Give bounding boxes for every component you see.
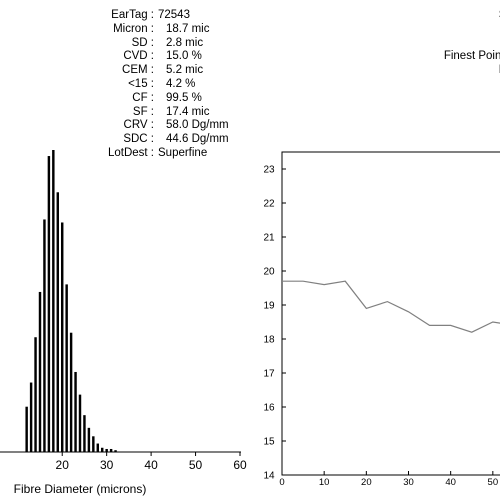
histogram-bar xyxy=(25,406,28,452)
y-tick-label: 23 xyxy=(263,165,275,176)
x-tick-label: 50 xyxy=(189,458,203,472)
stat-row: EarTag : 72543 xyxy=(60,9,300,23)
y-tick-label: 20 xyxy=(263,267,275,278)
stat-value: 4.2 % xyxy=(166,77,196,90)
y-tick-label: 14 xyxy=(263,471,275,482)
histogram-bar xyxy=(109,448,113,452)
x-tick-label: 30 xyxy=(100,458,114,472)
histogram-bar xyxy=(56,192,59,452)
stat-value: 17.4 mic xyxy=(166,105,210,118)
histogram-bar xyxy=(101,447,104,452)
histogram-bar xyxy=(69,332,73,452)
stat-row: CVD : 15.0 % xyxy=(60,50,300,64)
diameter-series-line xyxy=(282,280,500,333)
stat-value: 15.0 % xyxy=(166,50,202,63)
stat-value: 72543 xyxy=(158,9,190,21)
stat-label: SD : xyxy=(131,36,154,49)
histogram-bar xyxy=(61,222,64,452)
y-tick-label: 17 xyxy=(263,369,275,380)
y-tick-label: 15 xyxy=(263,437,275,448)
staple-stat-label: Fibre xyxy=(370,64,500,78)
stat-label: LotDest : xyxy=(107,146,154,159)
staple-stat-label: Stapl xyxy=(370,9,500,23)
diameter-profile-chart: 14 15 16 17 18 19 20 21 22 23 0 10 20 30 40 50 xyxy=(263,151,500,488)
x-tick-label: 20 xyxy=(361,477,372,488)
stat-label: EarTag : xyxy=(111,9,154,21)
histogram-bar xyxy=(96,443,99,452)
x-tick-label: 30 xyxy=(403,477,414,488)
histogram-bar xyxy=(92,436,95,452)
histogram-bar xyxy=(114,450,117,452)
stat-label: CVD : xyxy=(123,50,154,63)
histogram-bar xyxy=(65,284,68,452)
stat-value: 44.6 Dg/mm xyxy=(166,133,229,146)
y-tick-label: 18 xyxy=(263,335,275,346)
histogram-bar xyxy=(87,427,91,452)
stat-label: <15 : xyxy=(128,77,154,90)
plot-frame xyxy=(281,151,500,476)
y-tick-label: 16 xyxy=(263,403,275,414)
staple-stat-label: Finest Point Fro xyxy=(443,50,500,63)
histogram-bar xyxy=(105,448,108,452)
histogram-bar xyxy=(52,150,55,452)
stat-row: Micron : 18.7 mic xyxy=(60,23,300,37)
histogram-bar xyxy=(47,156,51,453)
x-tick-label: 60 xyxy=(233,458,247,472)
stat-value: Superfine xyxy=(158,146,208,159)
histogram-bar xyxy=(83,415,86,452)
stat-label: CF : xyxy=(132,91,154,104)
stat-row: CF : 99.5 % xyxy=(60,92,300,106)
x-tick-label: 0 xyxy=(279,477,284,488)
histogram-bar xyxy=(34,337,37,452)
stat-label: Micron : xyxy=(113,22,154,35)
stat-label: SDC : xyxy=(123,133,154,146)
stat-row: SF : 17.4 mic xyxy=(60,106,300,120)
stat-row: CEM : 5.2 mic xyxy=(60,64,300,78)
x-tick-label: 40 xyxy=(445,477,456,488)
stat-row: SDC : 44.6 Dg/mm xyxy=(60,133,300,147)
stat-label: CEM : xyxy=(122,64,154,77)
y-tick-label: 21 xyxy=(263,233,275,244)
stat-row: SD : 2.8 mic xyxy=(60,37,300,51)
x-tick-label: 10 xyxy=(319,477,330,488)
fibre-stats-panel: EarTag : 72543 Micron : 18.7 mic SD : 2.8 mic… xyxy=(60,9,300,161)
stat-value: 5.2 mic xyxy=(166,64,204,77)
staple-stats-panel: StaplMiMaFinest Point FroFibreSD . xyxy=(370,9,500,92)
x-tick-label: 40 xyxy=(144,458,158,472)
x-tick-label: 50 xyxy=(488,477,499,488)
stat-row: CRV : 58.0 Dg/mm xyxy=(60,119,300,133)
stat-label: SF : xyxy=(132,105,154,118)
y-tick-label: 22 xyxy=(263,199,275,210)
stat-row: LotDest : Superfine xyxy=(60,147,300,161)
histogram-bar xyxy=(29,382,33,452)
fibre-diameter-histogram: 20 30 40 50 60 Fibre Diameter (microns) xyxy=(0,150,247,496)
y-tick-label: 19 xyxy=(263,301,275,312)
x-axis-title: Fibre Diameter (microns) xyxy=(14,482,147,496)
stat-value: 58.0 Dg/mm xyxy=(166,119,229,132)
stat-row: <15 : 4.2 % xyxy=(60,78,300,92)
histogram-bar xyxy=(38,291,42,452)
stat-label: CRV : xyxy=(123,119,154,132)
histogram-bar xyxy=(78,394,82,452)
stat-value: 99.5 % xyxy=(166,91,202,104)
x-tick-label: 20 xyxy=(56,458,70,472)
histogram-bar xyxy=(43,219,46,452)
histogram-bar xyxy=(74,371,77,452)
stat-value: 18.7 mic xyxy=(166,22,210,35)
stat-value: 2.8 mic xyxy=(166,36,204,49)
